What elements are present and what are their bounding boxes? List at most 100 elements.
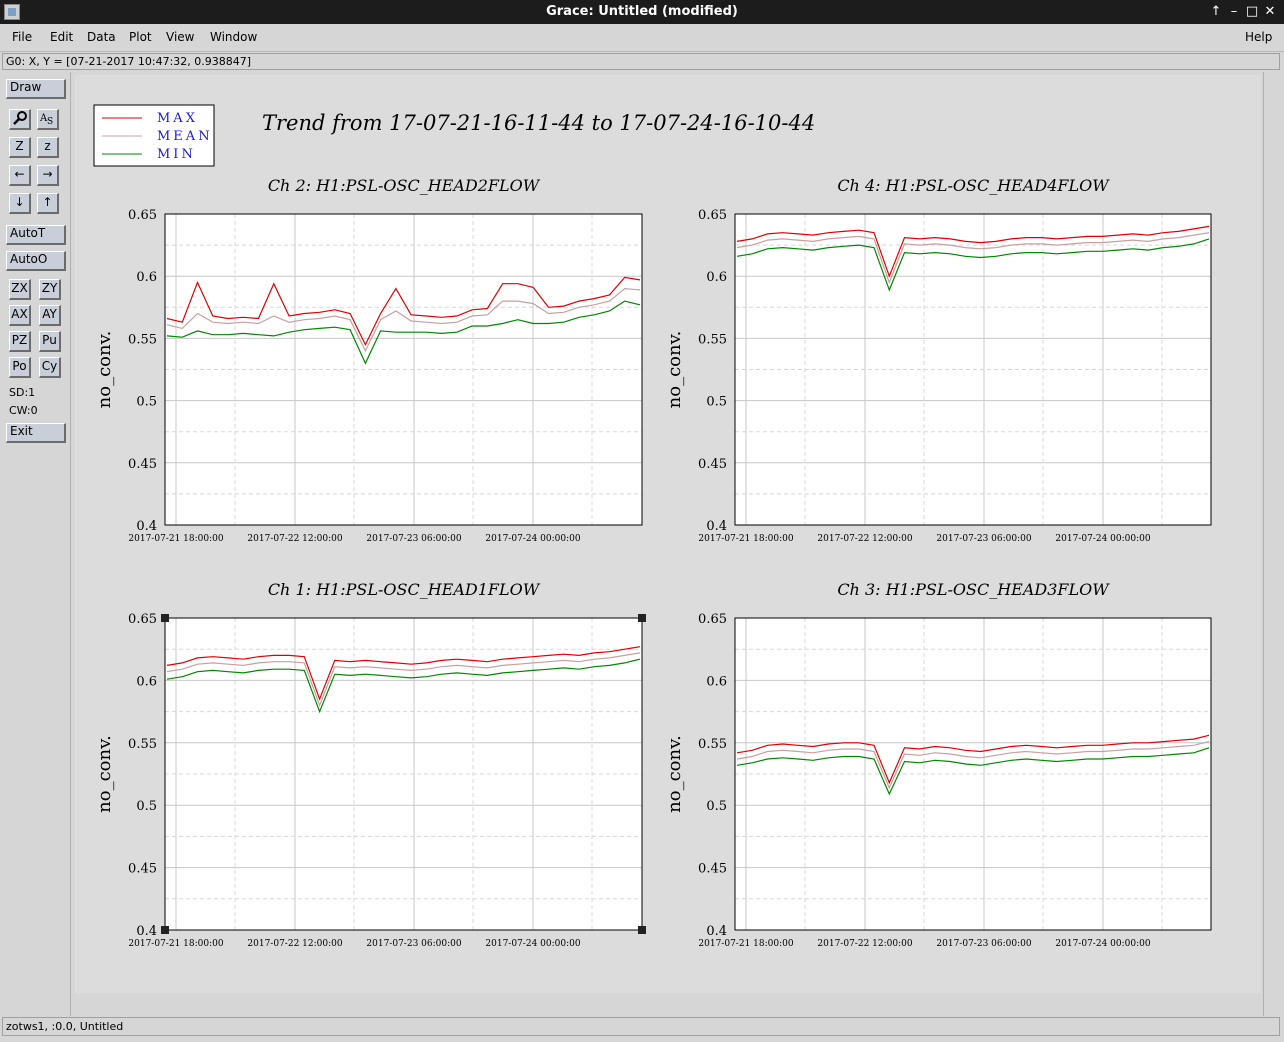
y-tick-label: 0.45 (698, 457, 727, 472)
status-bar: zotws1, :0.0, Untitled (2, 1017, 1280, 1036)
x-tick-label: 2017-07-23 06:00:00 (936, 534, 1031, 544)
y-tick-label: 0.55 (128, 737, 157, 752)
x-tick-label: 2017-07-21 18:00:00 (128, 939, 223, 949)
menu-window[interactable]: Window (210, 30, 258, 44)
pu-button[interactable]: Pu (39, 331, 61, 352)
selection-handle[interactable] (638, 614, 646, 622)
current-world-label: CW:0 (9, 404, 38, 417)
draw-button[interactable]: Draw (6, 79, 66, 99)
zoom-out-icon[interactable]: z (37, 137, 59, 158)
y-tick-label: 0.6 (136, 674, 157, 689)
vertical-scrollbar[interactable] (1263, 72, 1282, 1016)
autot-button[interactable]: AutoT (6, 225, 66, 245)
x-tick-label: 2017-07-22 12:00:00 (247, 939, 342, 949)
zoom-in-icon[interactable]: Z (9, 137, 31, 158)
y-tick-label: 0.5 (136, 799, 157, 814)
series-line-min (166, 300, 641, 365)
cy-button[interactable]: Cy (39, 357, 61, 378)
window-title-bar: Grace: Untitled (modified) ↑ – □ ✕ (0, 0, 1284, 24)
po-button[interactable]: Po (9, 357, 31, 378)
series-line-min (736, 238, 1210, 292)
series-line-max (736, 225, 1210, 278)
legend-label-max: MAX (157, 111, 198, 126)
y-tick-label: 0.6 (706, 674, 727, 689)
set-depth-label: SD:1 (9, 386, 36, 399)
selection-handle[interactable] (638, 926, 646, 934)
canvas-area[interactable]: MAX MEAN MIN Trend from 17-07-21-16-11-4… (75, 75, 1261, 993)
app-icon (4, 4, 20, 20)
chart-title: Ch 4: H1:PSL-OSC_HEAD4FLOW (837, 176, 1110, 195)
y-tick-label: 0.4 (136, 519, 157, 534)
zoom-icon[interactable] (9, 109, 31, 130)
exit-button[interactable]: Exit (6, 423, 66, 443)
chart-2: 0.4 0.45 0.5 0.55 0.6 0.65 2017-07-21 18:00:00… (664, 176, 1212, 544)
svg-text:S: S (47, 117, 53, 126)
y-axis-label: no_conv. (94, 331, 115, 409)
y-tick-label: 0.55 (698, 737, 727, 752)
x-tick-label: 2017-07-24 00:00:00 (485, 939, 580, 949)
menu-data[interactable]: Data (87, 30, 116, 44)
x-tick-label: 2017-07-21 18:00:00 (698, 939, 793, 949)
legend-label-min: MIN (157, 147, 196, 162)
close-button[interactable]: ✕ (1264, 4, 1276, 19)
menu-bar: File Edit Data Plot View Window Help (0, 24, 1284, 52)
chart-3: 0.4 0.45 0.5 0.55 0.6 0.65 2017-07-21 18:00:00… (94, 580, 646, 949)
selection-handle[interactable] (161, 926, 169, 934)
scroll-up-icon[interactable]: ↑ (37, 193, 59, 214)
selection-handle[interactable] (161, 614, 169, 622)
ax-button[interactable]: AX (9, 305, 31, 326)
series-line-min (736, 747, 1210, 796)
x-tick-label: 2017-07-23 06:00:00 (366, 534, 461, 544)
main-title: Trend from 17-07-21-16-11-44 to 17-07-24… (262, 111, 815, 135)
x-tick-label: 2017-07-22 12:00:00 (817, 534, 912, 544)
series-line-max (166, 276, 641, 346)
x-tick-label: 2017-07-24 00:00:00 (1055, 939, 1150, 949)
y-tick-label: 0.5 (706, 395, 727, 410)
series-line-max (736, 734, 1210, 785)
y-tick-label: 0.45 (128, 457, 157, 472)
plot-frame (164, 213, 643, 526)
pz-button[interactable]: PZ (9, 331, 31, 352)
y-tick-label: 0.65 (128, 612, 157, 627)
y-tick-label: 0.65 (128, 208, 157, 223)
scroll-left-icon[interactable]: ← (9, 165, 31, 186)
x-tick-label: 2017-07-22 12:00:00 (817, 939, 912, 949)
y-tick-label: 0.65 (698, 612, 727, 627)
autoo-button[interactable]: AutoO (6, 251, 66, 271)
maximize-up-icon[interactable]: ↑ (1210, 4, 1222, 19)
y-tick-label: 0.5 (136, 395, 157, 410)
plot-frame (164, 617, 643, 931)
series-line-max (166, 646, 641, 701)
y-axis-label: no_conv. (94, 735, 115, 813)
y-tick-label: 0.6 (706, 270, 727, 285)
menu-view[interactable]: View (166, 30, 195, 44)
y-tick-label: 0.45 (698, 862, 727, 877)
plot-canvas[interactable]: MAX MEAN MIN Trend from 17-07-21-16-11-4… (75, 75, 1261, 993)
x-tick-label: 2017-07-23 06:00:00 (936, 939, 1031, 949)
locator-bar: G0: X, Y = [07-21-2017 10:47:32, 0.93884… (2, 53, 1280, 70)
plot-frame (734, 213, 1212, 526)
y-tick-label: 0.5 (706, 799, 727, 814)
y-axis-label: no_conv. (664, 331, 685, 409)
menu-file[interactable]: File (12, 30, 33, 44)
x-tick-label: 2017-07-21 18:00:00 (698, 534, 793, 544)
scroll-down-icon[interactable]: ↓ (9, 193, 31, 214)
zx-button[interactable]: ZX (9, 279, 31, 300)
series-line-mean (166, 287, 641, 353)
chart-4: 0.4 0.45 0.5 0.55 0.6 0.65 2017-07-21 18:00:00… (664, 580, 1212, 949)
series-line-mean (736, 232, 1210, 285)
chart-title: Ch 3: H1:PSL-OSC_HEAD3FLOW (837, 580, 1110, 599)
menu-help[interactable]: Help (1245, 30, 1273, 44)
y-tick-label: 0.4 (136, 924, 157, 939)
restore-button[interactable]: □ (1245, 4, 1259, 19)
scroll-right-icon[interactable]: → (37, 165, 59, 186)
zy-button[interactable]: ZY (39, 279, 61, 300)
menu-edit[interactable]: Edit (50, 30, 74, 44)
ay-button[interactable]: AY (39, 305, 61, 326)
minimize-button[interactable]: – (1230, 4, 1238, 19)
x-tick-label: 2017-07-22 12:00:00 (247, 534, 342, 544)
menu-plot[interactable]: Plot (129, 30, 152, 44)
x-tick-label: 2017-07-24 00:00:00 (485, 534, 580, 544)
